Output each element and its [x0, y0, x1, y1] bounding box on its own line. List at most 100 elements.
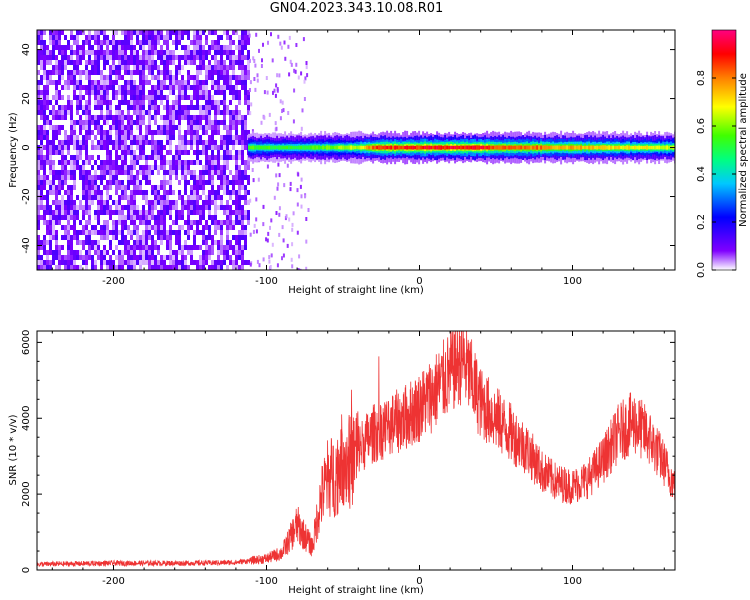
heatmap-cell [46, 205, 49, 210]
heatmap-cell [100, 230, 103, 235]
heatmap-cell [235, 150, 238, 155]
heatmap-cell [103, 60, 106, 65]
heatmap-cell [133, 260, 136, 265]
heatmap-cell [94, 145, 97, 150]
heatmap-cell [372, 145, 375, 150]
heatmap-cell [154, 205, 157, 210]
heatmap-cell [124, 80, 127, 85]
heatmap-cell [226, 130, 229, 135]
heatmap-cell [566, 145, 569, 150]
heatmap-cell [208, 90, 211, 95]
heatmap-cell [121, 100, 124, 105]
heatmap-cell [148, 105, 151, 110]
heatmap-cell [238, 165, 241, 170]
heatmap-cell [37, 175, 40, 180]
heatmap-cell [193, 210, 196, 215]
heatmap-cell [154, 85, 157, 90]
heatmap-cell [157, 195, 160, 200]
heatmap-cell [220, 225, 223, 230]
heatmap-cell [208, 190, 211, 195]
heatmap-cell [290, 257, 293, 262]
heatmap-cell [178, 130, 181, 135]
heatmap-cell [121, 30, 124, 35]
heatmap-cell [428, 145, 431, 150]
heatmap-cell [292, 119, 295, 124]
heatmap-cell [226, 200, 229, 205]
heatmap-cell [229, 55, 232, 60]
heatmap-cell [217, 165, 220, 170]
heatmap-cell [196, 230, 199, 235]
heatmap-cell [133, 95, 136, 100]
heatmap-cell [220, 175, 223, 180]
heatmap-cell [241, 135, 244, 140]
heatmap-cell [40, 105, 43, 110]
heatmap-cell [112, 260, 115, 265]
heatmap-cell [70, 265, 73, 270]
heatmap-cell [52, 80, 55, 85]
heatmap-cell [64, 130, 67, 135]
heatmap-cell [250, 145, 253, 150]
heatmap-cell [490, 145, 493, 150]
heatmap-cell [169, 235, 172, 240]
heatmap-cell [205, 150, 208, 155]
heatmap-cell [109, 140, 112, 145]
heatmap-cell [241, 85, 244, 90]
heatmap-cell [166, 60, 169, 65]
heatmap-cell [130, 200, 133, 205]
heatmap-cell [300, 194, 303, 199]
heatmap-cell [112, 65, 115, 70]
heatmap-cell [82, 140, 85, 145]
heatmap-cell [232, 30, 235, 35]
heatmap-cell [76, 100, 79, 105]
heatmap-cell [211, 135, 214, 140]
heatmap-cell [196, 135, 199, 140]
heatmap-cell [49, 170, 52, 175]
heatmap-cell [220, 55, 223, 60]
heatmap-cell [172, 155, 175, 160]
heatmap-cell [73, 70, 76, 75]
heatmap-cell [109, 85, 112, 90]
heatmap-cell [46, 105, 49, 110]
heatmap-cell [187, 200, 190, 205]
heatmap-cell [328, 145, 331, 150]
heatmap-cell [124, 125, 127, 130]
heatmap-cell [214, 45, 217, 50]
heatmap-cell [175, 160, 178, 165]
heatmap-cell [205, 90, 208, 95]
heatmap-cell [154, 45, 157, 50]
heatmap-cell [79, 90, 82, 95]
heatmap-cell [163, 205, 166, 210]
heatmap-cell [223, 125, 226, 130]
heatmap-cell [184, 190, 187, 195]
heatmap-cell [241, 265, 244, 270]
heatmap-cell [46, 135, 49, 140]
heatmap-cell [76, 265, 79, 270]
heatmap-cell [305, 217, 308, 221]
heatmap-cell [88, 205, 91, 210]
heatmap-cell [229, 255, 232, 260]
heatmap-cell [241, 115, 244, 120]
heatmap-cell [94, 170, 97, 175]
heatmap-cell [247, 180, 250, 185]
spectrogram-frame [36, 29, 676, 271]
heatmap-cell [142, 235, 145, 240]
heatmap-cell [241, 35, 244, 40]
heatmap-cell [193, 45, 196, 50]
heatmap-cell [190, 55, 193, 60]
heatmap-cell [151, 250, 154, 255]
heatmap-cell [142, 190, 145, 195]
heatmap-cell [46, 160, 49, 165]
heatmap-cell [190, 145, 193, 150]
heatmap-cell [55, 110, 58, 115]
heatmap-cell [136, 65, 139, 70]
heatmap-cell [76, 80, 79, 85]
heatmap-cell [214, 110, 217, 115]
heatmap-cell [121, 265, 124, 270]
heatmap-cell [238, 265, 241, 270]
heatmap-cell [139, 80, 142, 85]
heatmap-cell [217, 50, 220, 55]
heatmap-cell [636, 145, 639, 150]
heatmap-cell [121, 235, 124, 240]
heatmap-cell [85, 265, 88, 270]
heatmap-cell [241, 80, 244, 85]
